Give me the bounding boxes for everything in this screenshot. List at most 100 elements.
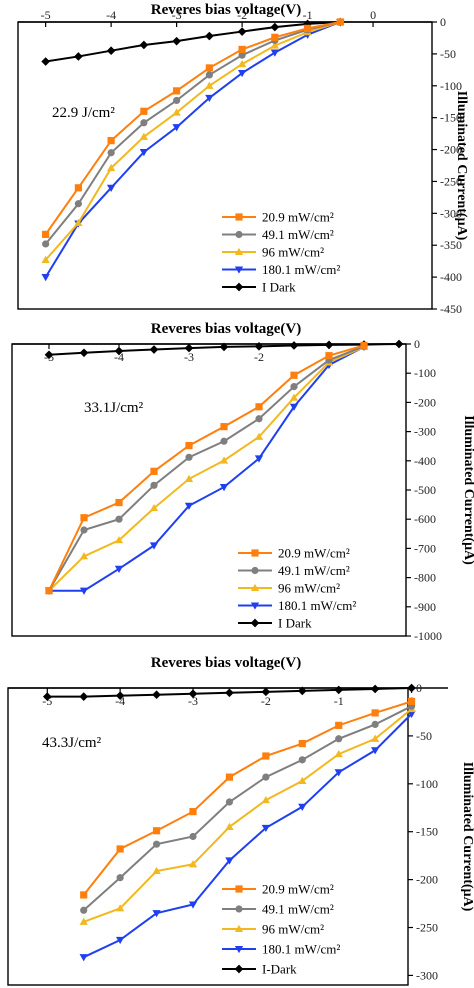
x-tick-label: -1 (334, 694, 344, 708)
data-point (106, 46, 116, 56)
data-point (115, 691, 125, 700)
legend-marker (234, 282, 244, 292)
series-line (44, 21, 341, 261)
series-180-1-mw-cm- (44, 343, 369, 595)
data-point (44, 350, 54, 360)
y-tick-label: -800 (414, 571, 436, 585)
y-tick-label: -100 (416, 777, 438, 791)
data-point (298, 776, 307, 784)
data-point (370, 684, 380, 694)
y-tick-label: -100 (440, 79, 462, 93)
series-96-mw-cm- (41, 17, 345, 263)
legend-label: 20.9 mW/cm² (262, 882, 334, 897)
y-tick-label: -200 (440, 143, 462, 157)
data-point (189, 807, 197, 816)
series-line (48, 346, 365, 592)
legend-label: 96 mW/cm² (278, 581, 340, 596)
x-axis-title: Reveres bias voltage(V) (151, 655, 302, 671)
x-tick-label: -3 (172, 8, 182, 22)
data-point (238, 45, 246, 54)
legend-label: 96 mW/cm² (262, 245, 324, 260)
data-point (140, 107, 148, 115)
data-point (172, 108, 181, 116)
data-point (394, 339, 404, 349)
x-tick-label: -4 (106, 8, 116, 22)
data-point (289, 393, 299, 401)
y-tick-label: -350 (440, 238, 462, 252)
data-point (262, 752, 270, 760)
data-point (334, 769, 343, 777)
data-point (324, 340, 334, 350)
data-point (173, 87, 181, 95)
data-point (270, 22, 280, 32)
data-point (219, 342, 229, 352)
data-point (225, 857, 234, 865)
data-point (188, 689, 198, 699)
y-tick-label: 0 (414, 337, 420, 351)
data-point (42, 240, 50, 248)
y-tick-label: 0 (416, 681, 422, 695)
data-point (41, 57, 50, 66)
plot-frame (11, 343, 407, 637)
data-point (184, 474, 194, 482)
series-line (49, 346, 365, 592)
legend-marker (235, 885, 243, 893)
data-point (152, 866, 161, 875)
data-point (271, 33, 279, 41)
data-point (205, 94, 214, 103)
x-tick-label: -4 (114, 350, 124, 364)
series-line (44, 21, 341, 278)
data-point (114, 536, 124, 544)
series-line (44, 21, 341, 245)
y-tick-label: -450 (440, 302, 462, 316)
legend-marker (235, 905, 243, 913)
data-point (261, 795, 270, 804)
data-point (79, 348, 89, 358)
data-point (407, 683, 416, 693)
data-point (173, 96, 181, 105)
data-point (371, 747, 380, 755)
data-point (116, 845, 124, 853)
data-point (114, 346, 124, 356)
data-point (184, 343, 194, 353)
data-point (172, 124, 181, 132)
data-point (188, 901, 198, 909)
data-point (360, 341, 368, 350)
legend-label: 20.9 mW/cm² (278, 546, 350, 561)
y-tick-label: -400 (414, 454, 436, 468)
series-i-dark (41, 17, 345, 66)
y-tick-label: -900 (414, 600, 436, 614)
x-tick-label: -3 (184, 350, 194, 364)
data-point (270, 41, 279, 49)
data-point (237, 27, 247, 36)
data-point (336, 18, 344, 26)
data-point (205, 31, 214, 41)
x-axis-title: Reveres bias voltage(V) (151, 321, 302, 337)
series-20-9-mw-cm- (42, 18, 344, 238)
data-point (184, 502, 194, 510)
series-96-mw-cm- (79, 704, 416, 925)
data-point (41, 274, 50, 282)
legend: 20.9 mW/cm² 49.1 mW/cm² 96 mW/cm² 180.1 mW/… (222, 210, 340, 295)
data-point (42, 692, 52, 701)
data-point (297, 686, 307, 696)
data-point (116, 904, 125, 912)
data-point (152, 827, 161, 835)
data-point (254, 432, 264, 440)
data-point (106, 184, 116, 192)
legend-label: 20.9 mW/cm² (262, 210, 334, 225)
data-point (371, 734, 380, 742)
series-96-mw-cm- (44, 342, 369, 594)
data-point (149, 345, 159, 354)
data-point (371, 720, 379, 729)
data-point (220, 423, 228, 431)
series-i-dark (44, 339, 404, 360)
legend-label: 96 mW/cm² (262, 922, 324, 937)
data-point (115, 498, 123, 507)
y-tick-label: -300 (414, 425, 436, 439)
legend-marker (234, 964, 244, 974)
data-point (149, 542, 159, 550)
data-point (225, 688, 234, 698)
data-point (45, 587, 53, 595)
